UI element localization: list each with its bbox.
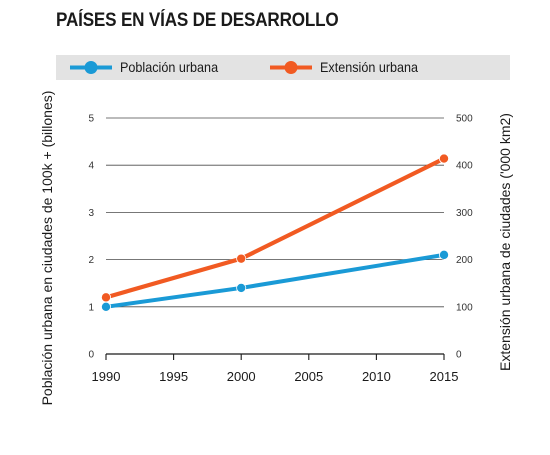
y2-tick-label: 500 — [456, 114, 473, 125]
y-tick-label: 3 — [88, 208, 94, 219]
legend: Población urbana Extensión urbana — [56, 55, 510, 80]
y-tick-label: 1 — [88, 302, 94, 313]
y-tick-label: 2 — [88, 255, 94, 266]
y-axis-right-ticks: 0 100 200 300 400 500 — [456, 114, 473, 361]
legend-label-poblacion: Población urbana — [120, 59, 219, 75]
y2-tick-label: 300 — [456, 208, 473, 219]
x-tick-label: 2005 — [294, 369, 323, 384]
series-line-extension — [103, 156, 447, 300]
y2-tick-label: 0 — [456, 350, 462, 361]
x-tick-label: 1995 — [159, 369, 188, 384]
data-point-poblacion — [438, 249, 449, 260]
x-tick-label: 1990 — [92, 369, 121, 384]
y-tick-label: 5 — [88, 114, 94, 125]
data-point-extension — [438, 153, 449, 164]
x-tick-label: 2000 — [227, 369, 256, 384]
y-axis-label: Población urbana en ciudades de 100k + (… — [39, 91, 55, 406]
x-tick-label: 2015 — [430, 369, 459, 384]
y2-tick-label: 400 — [456, 161, 473, 172]
data-point-poblacion — [236, 282, 247, 293]
data-point-poblacion — [101, 301, 112, 312]
y-tick-label: 4 — [88, 161, 94, 172]
y2-tick-label: 100 — [456, 302, 473, 313]
y-axis-left-ticks: 0 1 2 3 4 5 — [88, 114, 94, 361]
legend-label-extension: Extensión urbana — [320, 59, 419, 75]
series-lines — [101, 153, 449, 312]
legend-marker-poblacion — [70, 61, 112, 74]
legend-marker-extension — [270, 61, 312, 74]
y2-tick-label: 200 — [456, 255, 473, 266]
x-tick-label: 2010 — [362, 369, 391, 384]
data-point-extension — [101, 292, 112, 303]
x-axis: 1990 1995 2000 2005 2010 2015 — [92, 353, 459, 384]
data-point-extension — [236, 253, 247, 264]
chart-title: PAÍSES EN VÍAS DE DESARROLLO — [56, 10, 339, 31]
y2-axis-label: Extensión urbana de ciudades ('000 km2) — [497, 113, 513, 371]
gridlines — [106, 117, 444, 308]
y-tick-label: 0 — [88, 350, 94, 361]
